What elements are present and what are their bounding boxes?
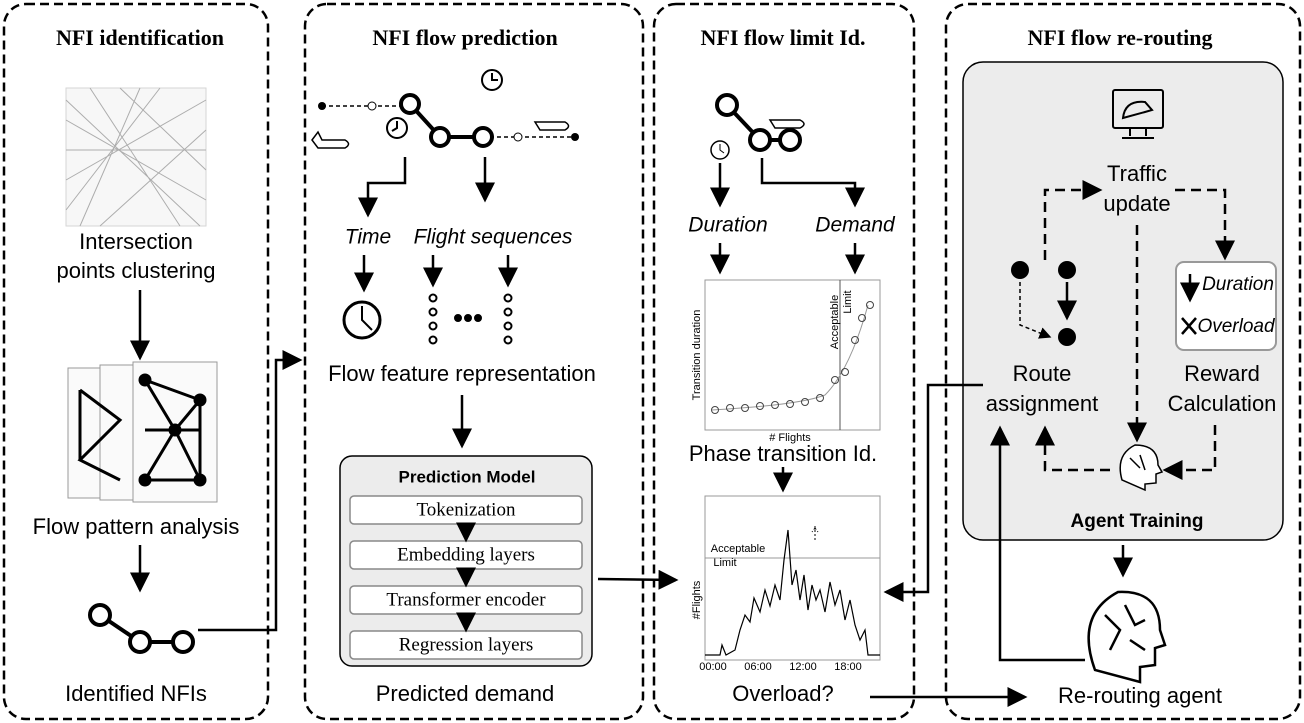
label: Identified NFIs bbox=[65, 681, 207, 706]
label: Predicted demand bbox=[376, 681, 555, 706]
layer: Regression layers bbox=[399, 634, 534, 655]
brain-icon bbox=[1119, 444, 1164, 492]
arrow bbox=[1043, 180, 1103, 260]
training-box bbox=[962, 61, 1284, 541]
label: update bbox=[1103, 191, 1170, 216]
brain-icon bbox=[1087, 590, 1167, 684]
panel-frame bbox=[652, 2, 916, 721]
label: Duration bbox=[688, 214, 767, 237]
label: Flight sequences bbox=[414, 226, 573, 249]
limit-label: Limit bbox=[713, 557, 736, 569]
axis-label: #Flights bbox=[691, 580, 703, 619]
limit-label: Acceptable bbox=[711, 543, 765, 555]
axis-label: Transition duration bbox=[691, 310, 703, 401]
panel-frame bbox=[944, 2, 1302, 721]
label: Calculation bbox=[1168, 391, 1277, 416]
panel-frame bbox=[303, 2, 645, 721]
nfi-icon bbox=[88, 603, 195, 654]
limit-label: Acceptable bbox=[829, 295, 841, 349]
arrow bbox=[990, 425, 1085, 662]
monitor-icon bbox=[1112, 89, 1164, 139]
label: points clustering bbox=[57, 258, 216, 283]
flow-icon bbox=[311, 69, 579, 149]
arrow bbox=[1175, 188, 1235, 261]
route-icon bbox=[1011, 261, 1077, 346]
reward-box bbox=[1175, 261, 1277, 351]
panel-title: NFI flow limit Id. bbox=[701, 25, 866, 50]
limit-label: Limit bbox=[842, 290, 854, 313]
clustering-image bbox=[65, 87, 207, 227]
panel-frame bbox=[2, 2, 270, 721]
label: Overload bbox=[1197, 316, 1276, 337]
label: Agent Training bbox=[1071, 511, 1204, 532]
panel-title: NFI flow prediction bbox=[372, 25, 557, 50]
arrow bbox=[198, 350, 303, 632]
load-chart bbox=[704, 495, 881, 661]
model-layers bbox=[349, 495, 583, 660]
label: Reward bbox=[1184, 361, 1260, 386]
label: Duration bbox=[1202, 274, 1274, 295]
layer: Tokenization bbox=[417, 499, 516, 520]
arrow bbox=[597, 569, 679, 590]
axis-label: # Flights bbox=[769, 432, 811, 444]
tick-label: 18:00 bbox=[834, 661, 862, 673]
tick-label: 06:00 bbox=[744, 661, 772, 673]
label: Re-routing agent bbox=[1058, 683, 1222, 708]
arrow bbox=[883, 383, 983, 602]
panel-title: NFI flow re-routing bbox=[1028, 25, 1213, 50]
flow-icon bbox=[710, 93, 805, 160]
label: Intersection bbox=[79, 229, 193, 254]
label: Traffic bbox=[1107, 161, 1167, 186]
phase-chart bbox=[704, 279, 881, 431]
layer: Embedding layers bbox=[397, 544, 535, 565]
model-title: Prediction Model bbox=[399, 467, 536, 486]
label: Phase transition Id. bbox=[689, 441, 877, 466]
feature-icons bbox=[342, 293, 513, 345]
tick-label: 12:00 bbox=[789, 661, 817, 673]
panel-title: NFI identification bbox=[56, 25, 224, 50]
label: Flow feature representation bbox=[328, 361, 596, 386]
arrow bbox=[358, 157, 407, 218]
label: Flow pattern analysis bbox=[33, 514, 240, 539]
cross-icon bbox=[1181, 317, 1197, 335]
arrow bbox=[1035, 425, 1110, 472]
label: Route bbox=[1013, 361, 1072, 386]
layer: Transformer encoder bbox=[386, 589, 546, 610]
label: Overload? bbox=[732, 681, 834, 706]
arrow bbox=[760, 158, 865, 208]
tick-label: 00:00 bbox=[699, 661, 727, 673]
label: assignment bbox=[986, 391, 1099, 416]
label: Demand bbox=[815, 214, 896, 237]
label: Time bbox=[345, 226, 391, 249]
graph-stack bbox=[67, 361, 218, 503]
